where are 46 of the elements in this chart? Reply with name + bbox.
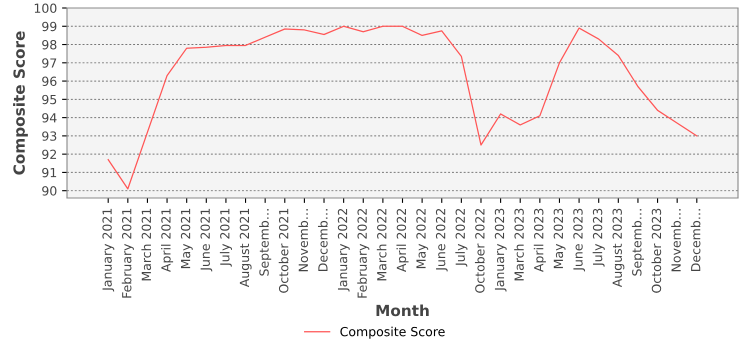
- x-tick-label: Novemb…: [671, 209, 681, 272]
- x-tick-label: May 2021: [180, 208, 193, 268]
- x-tick-label: February 2022: [357, 208, 370, 298]
- x-tick-label: July 2022: [455, 208, 468, 267]
- x-tick-label: October 2021: [278, 208, 288, 293]
- x-tick-label: October 2022: [474, 208, 485, 293]
- x-tick-label: Novemb…: [298, 209, 308, 272]
- y-tick-label: 99: [42, 22, 56, 32]
- x-tick-label: April 2021: [161, 208, 174, 272]
- y-tick-label: 95: [42, 94, 56, 104]
- x-tick-label: June 2022: [436, 208, 448, 272]
- y-axis-title: Composite Score: [13, 31, 28, 175]
- y-tick-label: 97: [42, 58, 56, 68]
- x-tick-label: Decemb…: [318, 209, 328, 271]
- y-tick-label: 92: [42, 150, 56, 160]
- x-tick-label: March 2023: [514, 208, 524, 280]
- y-tick-label: 96: [42, 76, 56, 86]
- y-tick-label: 90: [42, 186, 56, 196]
- line-series: [108, 26, 698, 190]
- x-tick-label: October 2023: [652, 208, 662, 293]
- y-tick-label: 98: [42, 40, 56, 50]
- x-tick-label: March 2022: [376, 208, 387, 280]
- x-tick-label: May 2022: [416, 208, 428, 268]
- x-tick-label: January 2023: [494, 208, 507, 292]
- x-tick-label: June 2021: [200, 208, 212, 272]
- x-tick-label: March 2021: [141, 208, 152, 280]
- y-tick-label: 100: [34, 3, 56, 13]
- x-tick-label: January 2021: [102, 208, 114, 292]
- x-tick-label: May 2023: [554, 208, 566, 268]
- x-tick-label: August 2023: [612, 208, 624, 288]
- x-tick-label: Septemb…: [632, 209, 644, 276]
- x-tick-label: Decemb…: [690, 209, 700, 271]
- x-tick-label: April 2022: [396, 208, 409, 272]
- x-tick-label: July 2021: [220, 208, 232, 267]
- x-tick-label: June 2023: [573, 208, 586, 272]
- x-tick-label: Septemb…: [259, 209, 272, 276]
- y-tick-label: 91: [42, 168, 56, 178]
- y-tick-label: 94: [42, 113, 57, 123]
- x-tick-label: April 2023: [534, 208, 546, 272]
- x-tick-label: February 2021: [122, 208, 134, 298]
- x-tick-label: August 2021: [240, 208, 252, 288]
- x-tick-label: January 2022: [338, 208, 350, 292]
- legend-label: Composite Score: [340, 326, 445, 339]
- y-tick-label: 93: [42, 131, 56, 141]
- x-tick-label: July 2023: [592, 208, 605, 267]
- x-axis-title: Month: [376, 304, 429, 316]
